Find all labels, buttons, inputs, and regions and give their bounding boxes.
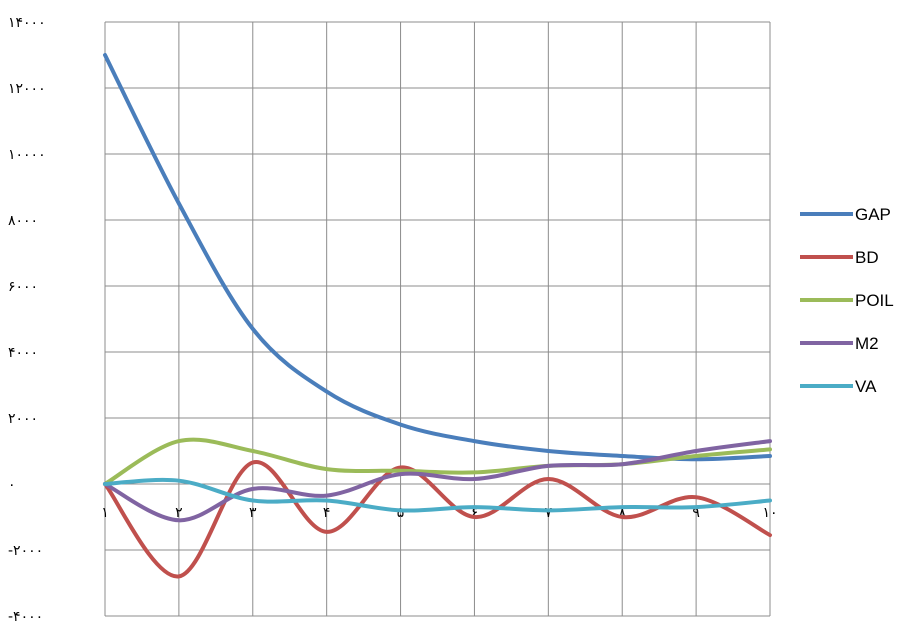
y-tick-label: ۱۰۰۰۰: [8, 147, 46, 163]
series-line-va: [103, 477, 772, 513]
x-tick-label: ۹: [692, 505, 700, 521]
legend-label-va: VA: [855, 377, 877, 396]
y-tick-label: ۰: [8, 477, 16, 493]
x-tick-label: ۱۰: [762, 505, 777, 521]
series-line-m2: [103, 439, 772, 523]
x-tick-label: ۱: [101, 505, 109, 521]
y-axis-tick-labels: -۴۰۰۰ -۲۰۰۰ ۰ ۲۰۰۰ ۴۰۰۰ ۶۰۰۰ ۸۰۰۰ ۱۰۰۰۰ ۱۲۰۰۰ ۱۴۰…: [8, 15, 46, 624]
x-tick-label: ۷: [545, 505, 553, 521]
y-tick-label: ۲۰۰۰: [8, 411, 38, 427]
legend-label-poil: POIL: [855, 291, 894, 310]
legend-label-bd: BD: [855, 248, 879, 267]
chart-legend: GAP BD POIL M2 VA: [800, 205, 894, 396]
x-tick-label: ۲: [175, 505, 183, 521]
series-line-bd: [103, 460, 772, 579]
x-tick-label: ۴: [323, 505, 331, 521]
series-line-gap: [103, 53, 772, 462]
y-tick-label: -۲۰۰۰: [8, 543, 43, 559]
y-tick-label: ۱۲۰۰۰: [8, 81, 46, 97]
y-tick-label: ۱۴۰۰۰: [8, 15, 46, 31]
legend-label-gap: GAP: [855, 205, 891, 224]
x-tick-label: ۳: [249, 505, 257, 521]
x-tick-label: ۸: [618, 505, 626, 521]
chart-series-lines: [103, 53, 772, 579]
y-tick-label: ۶۰۰۰: [8, 279, 38, 295]
y-tick-label: -۴۰۰۰: [8, 609, 43, 624]
legend-label-m2: M2: [855, 334, 879, 353]
series-line-poil: [103, 437, 772, 486]
x-tick-label: ۵: [397, 505, 405, 521]
chart-grid: [104, 21, 771, 617]
y-tick-label: ۸۰۰۰: [8, 213, 38, 229]
x-axis-tick-labels: ۱ ۲ ۳ ۴ ۵ ۶ ۷ ۸ ۹ ۱۰: [101, 505, 777, 521]
y-tick-label: ۴۰۰۰: [8, 345, 38, 361]
x-tick-label: ۶: [471, 505, 479, 521]
